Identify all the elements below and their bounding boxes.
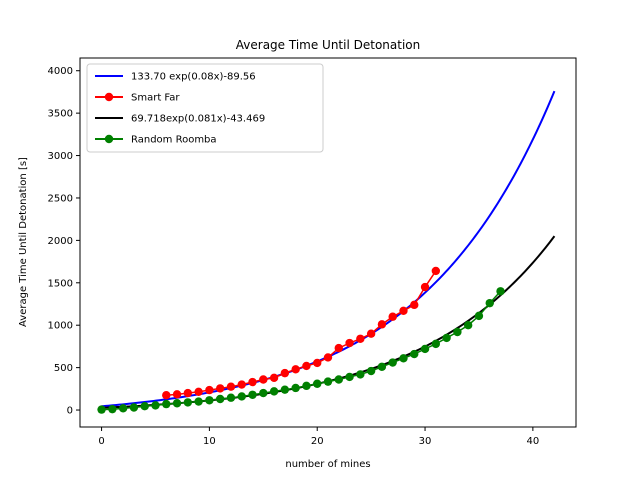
data-point	[162, 399, 171, 409]
legend-label: Random Roomba	[131, 135, 217, 146]
legend-marker	[104, 92, 114, 102]
data-point	[151, 401, 160, 410]
data-point	[302, 381, 311, 391]
plot-area	[97, 90, 556, 414]
y-axis: 0 500 1000 1500 2000 2500 3000 3500 4000	[48, 66, 80, 417]
data-point	[420, 344, 430, 354]
data-point	[388, 358, 397, 367]
data-point	[172, 390, 182, 399]
data-point	[442, 333, 451, 343]
data-point	[205, 385, 214, 395]
data-point	[259, 388, 268, 398]
data-point	[280, 385, 290, 394]
data-point	[172, 399, 182, 408]
data-point	[356, 370, 365, 379]
data-point	[291, 383, 300, 393]
data-point	[453, 327, 462, 337]
data-point	[140, 402, 149, 411]
data-point	[323, 353, 333, 362]
data-point	[410, 300, 419, 310]
data-point	[496, 287, 505, 296]
data-point	[302, 361, 311, 371]
x-tick-label: 30	[419, 436, 432, 447]
data-point	[162, 390, 171, 400]
data-point	[97, 405, 106, 414]
legend: 133.70 exp(0.08x)-89.56 Smart Far 69.718ex…	[86, 63, 324, 153]
data-point	[345, 372, 354, 382]
y-tick-label: 500	[54, 363, 73, 374]
data-point	[399, 354, 408, 363]
data-point	[366, 366, 376, 376]
x-tick-label: 20	[311, 436, 324, 447]
data-point	[118, 404, 128, 413]
data-point	[205, 396, 214, 405]
data-point	[237, 392, 246, 401]
y-tick-label: 1500	[48, 278, 73, 289]
data-point	[108, 404, 117, 414]
y-tick-label: 2500	[48, 193, 73, 204]
y-tick-label: 4000	[48, 66, 73, 77]
y-tick-label: 0	[67, 406, 73, 417]
data-point	[248, 377, 257, 387]
chart-title: Average Time Until Detonation	[236, 38, 420, 52]
data-point	[431, 339, 441, 349]
data-point	[356, 334, 365, 343]
data-point	[313, 379, 322, 388]
data-point	[259, 375, 268, 384]
data-point	[410, 349, 419, 359]
data-point	[129, 403, 139, 412]
data-point	[226, 393, 236, 402]
data-point	[269, 373, 279, 382]
legend-label: 69.718exp(0.081x)-43.469	[131, 114, 265, 125]
data-point	[366, 329, 376, 338]
y-tick-label: 2000	[48, 236, 73, 247]
x-axis: 0 10 20 30 40	[98, 427, 539, 447]
data-point	[485, 298, 494, 308]
data-point	[194, 387, 203, 396]
data-point	[226, 382, 236, 391]
data-point	[334, 343, 343, 353]
data-point	[237, 380, 246, 389]
legend-box	[86, 63, 324, 153]
data-point	[183, 388, 193, 398]
data-point	[431, 266, 441, 276]
data-point	[313, 358, 322, 368]
x-axis-label: number of mines	[285, 459, 370, 470]
data-point	[420, 282, 430, 292]
x-tick-label: 40	[527, 436, 540, 447]
data-point	[215, 384, 225, 393]
data-point	[323, 377, 333, 386]
data-point	[194, 397, 203, 406]
data-point	[248, 390, 257, 399]
legend-label: 133.70 exp(0.08x)-89.56	[131, 72, 256, 83]
data-point	[291, 365, 300, 374]
data-point	[345, 338, 354, 348]
legend-label: Smart Far	[131, 93, 180, 104]
data-point	[280, 368, 290, 378]
y-tick-label: 3000	[48, 151, 73, 162]
x-tick-label: 0	[98, 436, 104, 447]
y-tick-label: 3500	[48, 109, 73, 120]
y-axis-label: Average Time Until Detonation [s]	[18, 157, 29, 327]
x-tick-label: 10	[203, 436, 216, 447]
y-tick-label: 1000	[48, 321, 73, 332]
data-point	[269, 387, 279, 396]
data-point	[474, 311, 484, 321]
data-point	[399, 306, 408, 315]
legend-marker	[104, 134, 114, 144]
data-point	[334, 375, 343, 384]
data-point	[463, 321, 473, 330]
data-point	[183, 398, 193, 407]
data-point	[377, 320, 387, 329]
data-point	[388, 312, 397, 321]
data-point	[377, 362, 387, 371]
data-point	[215, 394, 225, 404]
axes-frame	[79, 57, 577, 428]
